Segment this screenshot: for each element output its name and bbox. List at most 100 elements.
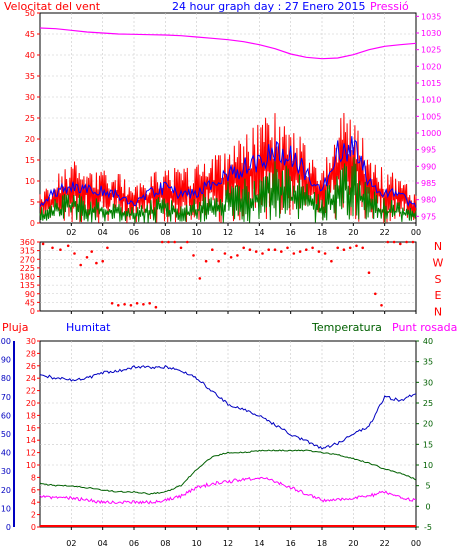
pressure-y-tick-label: 990 [421,162,436,171]
humidity-y-tick-label: 80 [1,374,11,383]
direction-compass-label: S [435,273,442,286]
direction-point [41,242,45,246]
direction-y-tick-label: 0 [30,307,35,316]
direction-point [167,240,170,244]
direction-point [399,242,402,246]
temperature-y-tick-label: -5 [424,523,432,532]
direction-point [148,302,151,305]
wind-y-tick-label: 30 [25,93,35,102]
direction-point [374,292,377,296]
temperature-label: Temperatura [311,321,382,334]
humidity-series [39,365,417,450]
humidity-y-tick-label: 100 [0,337,11,346]
direction-y-tick-label: 315 [20,247,35,256]
rain-y-tick-label: 28 [26,349,36,358]
direction-point [198,277,202,280]
chart-title: 24 hour graph day : 27 Enero 2015 [172,0,366,13]
wind-x-tick-label: 08 [160,228,170,237]
temperature-y-tick-label: 20 [423,420,433,429]
wind-x-tick-label: 18 [317,228,327,237]
direction-compass-label: E [435,289,442,302]
pressure-y-tick-label: 1010 [421,96,441,105]
climate-x-tick-label: 14 [254,539,264,548]
direction-y-tick-label: 90 [25,290,35,299]
pressure-label: Pressió [370,0,409,13]
direction-point [95,261,98,265]
direction-point [411,240,415,244]
humidity-y-tick-label: 0 [6,523,11,532]
wind-y-tick-label: 25 [25,114,35,123]
direction-point [280,250,283,253]
climate-x-tick-label: 00 [411,539,421,548]
direction-point [267,248,271,251]
direction-point [110,302,114,305]
direction-point [123,303,126,306]
rain-y-tick-label: 12 [26,449,36,458]
wind-x-tick-label: 06 [129,228,139,237]
wind-x-tick-label: 10 [192,228,202,237]
direction-point [101,259,104,263]
temperature-series [39,449,417,495]
temperature-y-tick-label: 35 [423,358,433,367]
direction-point [217,259,220,263]
temperature-y-tick-label: 5 [425,482,430,491]
direction-point [117,304,120,307]
pressure-y-tick-label: 995 [421,146,436,155]
direction-compass-label: N [434,240,442,253]
direction-point [311,246,314,250]
direction-point [179,246,183,250]
direction-point [51,246,54,250]
direction-point [286,246,289,250]
rain-y-tick-label: 2 [31,511,36,520]
temperature-y-tick-label: 25 [423,399,433,408]
direction-point [129,304,133,307]
pressure-y-tick-label: 1025 [421,46,441,55]
wind-y-tick-label: 5 [30,198,35,207]
rain-y-tick-label: 10 [26,461,36,470]
direction-compass-label: N [434,306,442,319]
direction-y-tick-label: 180 [20,273,35,282]
direction-point [292,252,296,255]
direction-y-tick-label: 270 [20,255,35,264]
rain-y-tick-label: 8 [31,473,36,482]
rain-y-tick-label: 30 [26,337,36,346]
rain-y-tick-label: 22 [26,387,36,396]
wind-x-tick-label: 14 [254,228,264,237]
temperature-y-tick-label: 10 [423,461,433,470]
direction-compass-label: W [433,256,444,269]
rain-y-tick-label: 6 [31,486,36,495]
direction-point [380,304,383,307]
direction-point [355,244,358,248]
direction-point [336,246,340,250]
direction-point [135,302,139,305]
direction-point [229,255,233,259]
wind-x-tick-label: 02 [66,228,76,237]
direction-point [154,305,158,309]
pressure-y-tick-label: 1005 [421,112,441,121]
direction-point [317,250,321,253]
direction-point [173,240,176,244]
direction-y-tick-label: 360 [20,238,35,247]
direction-point [305,248,308,251]
direction-point [361,246,365,250]
pressure-y-tick-label: 1015 [421,79,441,88]
humidity-y-tick-label: 50 [1,430,11,439]
direction-point [386,240,390,244]
dewpoint-label: Punt rosada [392,321,457,334]
rain-y-tick-label: 18 [26,411,36,420]
direction-point [273,248,277,251]
direction-point [79,263,82,267]
direction-point [223,252,227,255]
rain-y-tick-label: 20 [26,399,36,408]
pressure-y-tick-label: 975 [421,212,436,221]
wind-y-tick-label: 15 [25,156,35,165]
climate-x-tick-label: 22 [380,539,390,548]
pressure-y-tick-label: 1030 [421,29,441,38]
wind-y-tick-label: 40 [25,51,35,60]
pressure-series [39,27,417,60]
direction-point [330,259,333,263]
wind-x-tick-label: 12 [223,228,233,237]
pressure-y-tick-label: 985 [421,179,436,188]
